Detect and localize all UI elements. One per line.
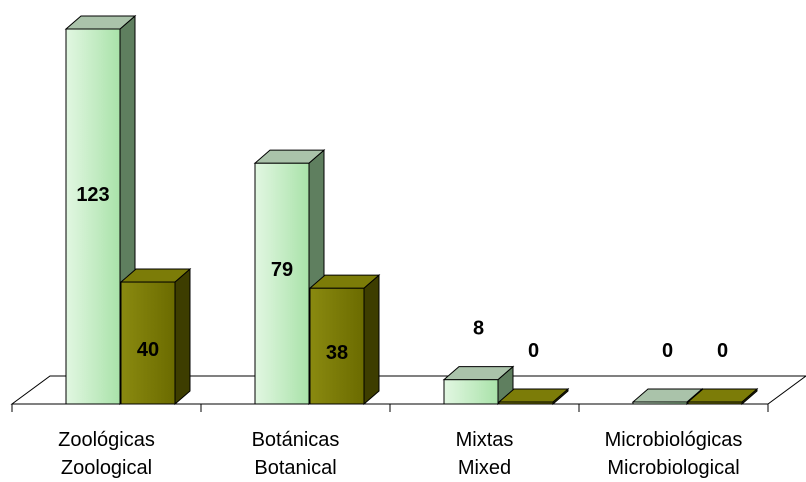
data-label-2-1: 40 xyxy=(137,339,159,361)
bar-top-face xyxy=(308,274,381,289)
data-label-2-4: 0 xyxy=(717,340,728,362)
bar-top-face xyxy=(686,388,759,403)
bar-side-face xyxy=(363,274,380,406)
category-label-line1: Zoológicas xyxy=(58,429,155,451)
bar-side-face xyxy=(174,267,191,406)
bar-top-face xyxy=(253,149,326,164)
category-label-line2: Microbiological xyxy=(607,457,739,479)
bar-top-face xyxy=(64,15,137,30)
bar-2-4 xyxy=(686,387,759,406)
data-label-2-2: 38 xyxy=(326,342,348,364)
data-label-2-3: 0 xyxy=(528,340,539,362)
bar-2-1 xyxy=(119,267,192,406)
category-label-line2: Botanical xyxy=(254,457,336,479)
bar-top-face xyxy=(497,388,570,403)
data-label-1-2: 79 xyxy=(271,259,293,281)
data-label-1-4: 0 xyxy=(662,340,673,362)
category-label-line1: Mixtas xyxy=(456,429,514,451)
bar-2-2 xyxy=(308,274,381,406)
bars xyxy=(64,14,759,406)
bar-1-3 xyxy=(442,365,515,406)
bar-1-2 xyxy=(253,149,326,406)
category-label-line1: Microbiológicas xyxy=(605,429,743,451)
category-labels: Zoológicas Zoological Botánicas Botanical Mi… xyxy=(58,429,742,479)
bar-front-face xyxy=(309,287,365,405)
bar-top-face xyxy=(631,388,704,403)
bar-front-face xyxy=(443,379,499,405)
data-label-1-1: 123 xyxy=(76,184,109,206)
bar-front-face xyxy=(254,162,310,405)
bar-top-face xyxy=(119,268,192,283)
bar-front-face xyxy=(65,28,121,405)
data-labels: 123 40 79 38 8 0 0 0 xyxy=(76,184,728,364)
bar-top-face xyxy=(442,366,515,381)
x-axis-ticks xyxy=(11,404,769,412)
bar-front-face xyxy=(120,281,176,405)
category-label-line2: Mixed xyxy=(458,457,511,479)
bar-2-3 xyxy=(497,387,570,406)
data-label-1-3: 8 xyxy=(473,318,484,340)
category-label-line1: Botánicas xyxy=(252,429,340,451)
category-label-line2: Zoological xyxy=(61,457,152,479)
